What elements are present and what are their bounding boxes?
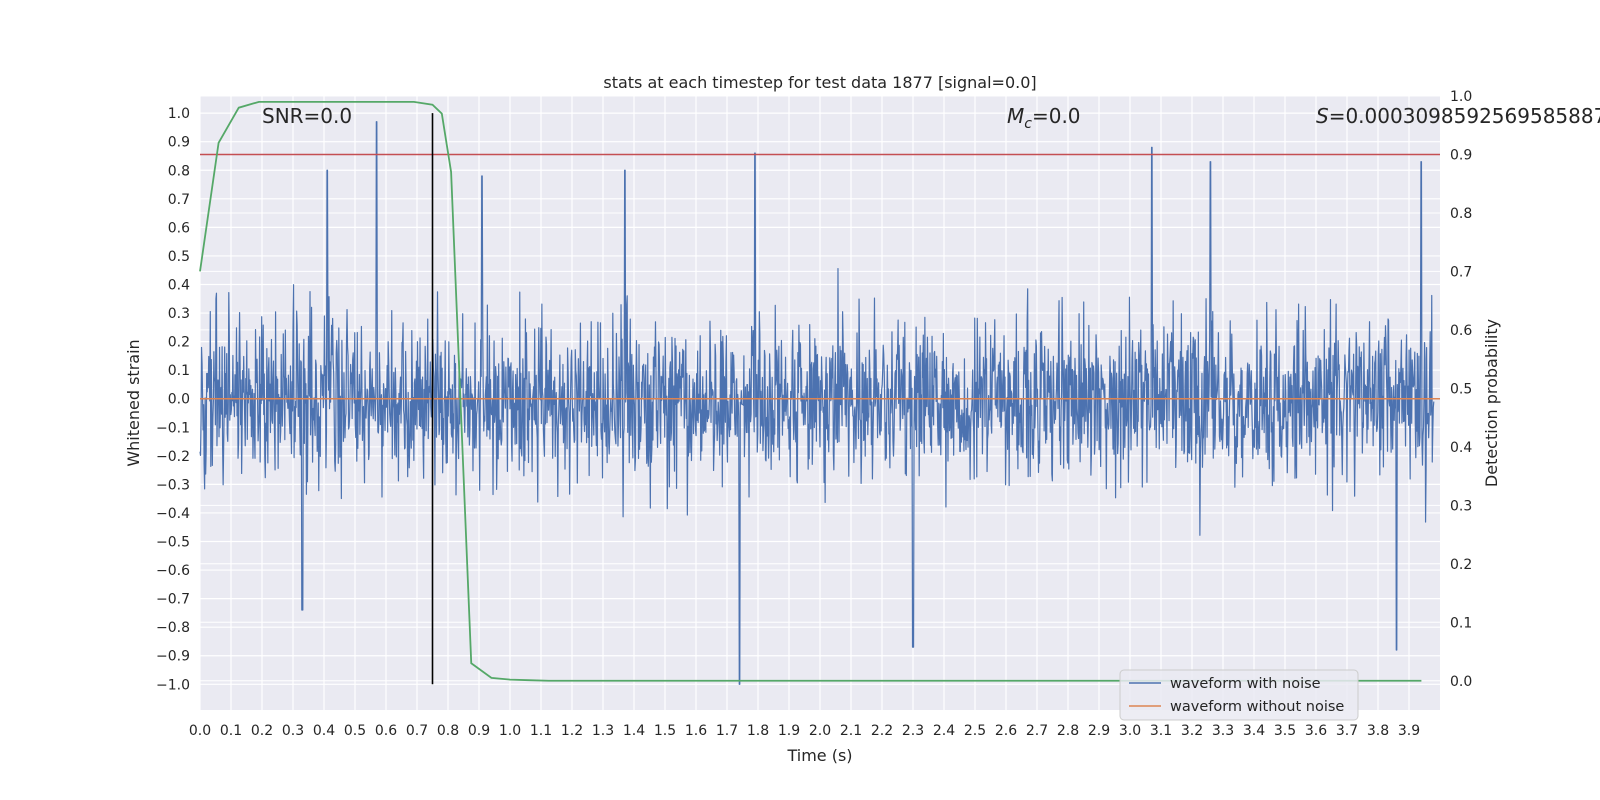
y-left-tick-label: 0.0: [168, 392, 190, 408]
x-tick-label: 2.4: [933, 723, 955, 739]
y-left-tick-label: −0.2: [156, 449, 190, 465]
y-axis-left-ticks: 1.0 0.9 0.8 0.7 0.6 0.5 0.4 0.3 0.2 0.1 0.0 −0.1 −0.…: [156, 106, 190, 693]
x-tick-label: 0.5: [344, 723, 366, 739]
y-left-tick-label: 0.3: [168, 306, 190, 322]
x-tick-label: 1.1: [530, 723, 552, 739]
x-tick-label: 3.2: [1181, 723, 1203, 739]
x-tick-label: 3.8: [1367, 723, 1389, 739]
y-axis-right-ticks: 1.0 0.9 0.8 0.7 0.6 0.5 0.4 0.3 0.2 0.1 0.0: [1450, 89, 1472, 690]
y-left-tick-label: −0.9: [156, 649, 190, 665]
x-tick-label: 0.4: [313, 723, 335, 739]
x-tick-label: 2.9: [1088, 723, 1110, 739]
x-tick-label: 2.6: [995, 723, 1017, 739]
x-tick-label: 2.5: [964, 723, 986, 739]
legend-label-noise: waveform with noise: [1170, 676, 1321, 692]
y-left-tick-label: −0.1: [156, 420, 190, 436]
x-axis-label: Time (s): [786, 746, 852, 765]
y-right-tick-label: 0.6: [1450, 323, 1472, 339]
y-right-tick-label: 0.0: [1450, 674, 1472, 690]
y-left-tick-label: −0.6: [156, 563, 190, 579]
s-annotation: S=0.00030985925695858875: [1316, 104, 1600, 128]
y-left-tick-label: −0.8: [156, 620, 190, 636]
y-left-tick-label: 0.8: [168, 163, 190, 179]
legend-label-clean: waveform without noise: [1170, 699, 1344, 715]
x-tick-label: 1.2: [561, 723, 583, 739]
x-tick-label: 1.4: [623, 723, 645, 739]
y-left-tick-label: −0.5: [156, 535, 190, 551]
y-left-tick-label: 0.4: [168, 277, 190, 293]
x-tick-label: 1.0: [499, 723, 521, 739]
x-tick-label: 0.1: [220, 723, 242, 739]
x-tick-label: 1.5: [654, 723, 676, 739]
x-tick-label: 2.0: [809, 723, 831, 739]
y-left-tick-label: 0.9: [168, 135, 190, 151]
y-right-tick-label: 0.2: [1450, 557, 1472, 573]
y-left-tick-label: 0.5: [168, 249, 190, 265]
legend: waveform with noise waveform without noi…: [1119, 669, 1359, 721]
mc-symbol: M: [1007, 104, 1024, 128]
x-tick-label: 3.4: [1243, 723, 1265, 739]
x-tick-label: 3.1: [1150, 723, 1172, 739]
y-left-tick-label: −0.4: [156, 506, 190, 522]
x-tick-label: 1.6: [685, 723, 707, 739]
line-series: [199, 100, 1440, 685]
x-tick-label: 2.7: [1026, 723, 1048, 739]
x-tick-label: 0.0: [189, 723, 211, 739]
x-tick-label: 0.9: [468, 723, 490, 739]
series-detection-probability: [199, 100, 1422, 682]
s-value: =0.00030985925695858875: [1329, 104, 1600, 128]
x-tick-label: 0.7: [406, 723, 428, 739]
y-left-tick-label: −1.0: [156, 677, 190, 693]
y-right-tick-label: 0.1: [1450, 615, 1472, 631]
y-left-tick-label: 0.6: [168, 220, 190, 236]
y-right-tick-label: 0.4: [1450, 440, 1472, 456]
legend-box: [1119, 669, 1359, 721]
y-axis-left-label: Whitened strain: [124, 339, 143, 466]
x-tick-label: 1.3: [592, 723, 614, 739]
x-tick-label: 1.7: [716, 723, 738, 739]
mc-subscript: c: [1024, 116, 1032, 132]
y-right-tick-label: 0.9: [1450, 147, 1472, 163]
series-waveform-with-noise: [199, 121, 1435, 685]
mc-value: =0.0: [1032, 104, 1081, 128]
x-axis-ticks: 0.0 0.1 0.2 0.3 0.4 0.5 0.6 0.7 0.8 0.9 1.0 1.1 1.2 1…: [189, 723, 1420, 739]
x-tick-label: 1.8: [747, 723, 769, 739]
y-right-tick-label: 0.5: [1450, 381, 1472, 397]
x-tick-label: 3.0: [1119, 723, 1141, 739]
y-left-tick-label: 0.2: [168, 335, 190, 351]
y-left-tick-label: −0.3: [156, 477, 190, 493]
chart-title: stats at each timestep for test data 187…: [603, 73, 1036, 92]
x-tick-label: 3.5: [1274, 723, 1296, 739]
x-tick-label: 3.9: [1398, 723, 1420, 739]
x-tick-label: 2.8: [1057, 723, 1079, 739]
x-tick-label: 1.9: [778, 723, 800, 739]
y-left-tick-label: 1.0: [168, 106, 190, 122]
y-left-tick-label: 0.1: [168, 363, 190, 379]
x-tick-label: 2.3: [902, 723, 924, 739]
x-tick-label: 0.8: [437, 723, 459, 739]
y-right-tick-label: 0.7: [1450, 264, 1472, 280]
y-left-tick-label: −0.7: [156, 592, 190, 608]
mc-annotation: Mc=0.0: [1007, 104, 1081, 132]
y-axis-right-label: Detection probability: [1482, 319, 1501, 487]
x-tick-label: 2.2: [871, 723, 893, 739]
y-right-tick-label: 1.0: [1450, 89, 1472, 105]
snr-annotation: SNR=0.0: [262, 104, 352, 128]
y-right-tick-label: 0.8: [1450, 206, 1472, 222]
x-tick-label: 0.3: [282, 723, 304, 739]
x-tick-label: 3.6: [1305, 723, 1327, 739]
s-symbol: S: [1316, 104, 1329, 128]
y-right-tick-label: 0.3: [1450, 498, 1472, 514]
x-tick-label: 3.7: [1336, 723, 1358, 739]
x-tick-label: 3.3: [1212, 723, 1234, 739]
x-tick-label: 0.6: [375, 723, 397, 739]
x-tick-label: 0.2: [251, 723, 273, 739]
x-tick-label: 2.1: [840, 723, 862, 739]
noise-series: [199, 121, 1435, 685]
y-left-tick-label: 0.7: [168, 192, 190, 208]
